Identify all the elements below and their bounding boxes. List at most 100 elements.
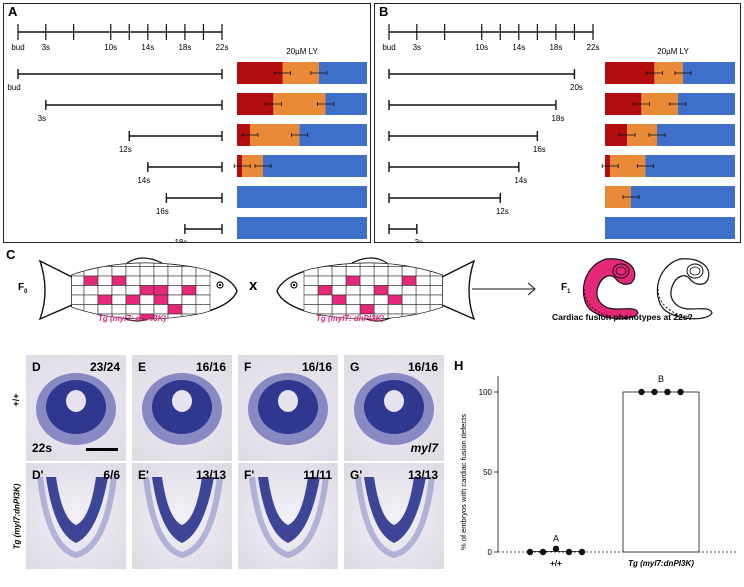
heart-defect-illustration (582, 258, 639, 320)
mosaic-cell (415, 294, 431, 305)
mosaic-cell (387, 275, 403, 286)
mosaic-cell (72, 275, 85, 286)
data-point (565, 548, 573, 556)
f1-label: F1 (561, 282, 570, 295)
treatment-label: 18s (174, 238, 187, 242)
stain-lumen (384, 390, 404, 412)
mosaic-cell (111, 304, 127, 315)
mosaic-cell (317, 275, 333, 286)
mosaic-cell (345, 266, 361, 277)
bar-group (622, 391, 700, 553)
panel-b-chart: bud 3s 10s 14s 18s 22s 20µM LY 20s 18s 16s 14s 12s 3… (382, 24, 735, 242)
stage-label: 22s (32, 441, 53, 455)
data-point (526, 548, 534, 556)
mosaic-cell-transgenic (97, 294, 113, 305)
mosaic-cell (83, 263, 99, 267)
treatment-label: 12s (119, 145, 132, 154)
timeline-tick-label: bud (382, 43, 395, 52)
mosaic-cell (139, 266, 155, 277)
mosaic-cell (181, 294, 197, 305)
embryo-stain-drawing (36, 373, 116, 445)
mosaic-cell-transgenic (331, 294, 347, 305)
bar-title: 20µM LY (657, 47, 689, 56)
stain-v-shape (364, 477, 426, 543)
mosaic-cell (317, 304, 333, 315)
timeline-tick-label: 18s (178, 43, 191, 52)
mosaic-cell (72, 285, 85, 296)
mosaic-cell (125, 266, 141, 277)
mosaic-cell (415, 285, 431, 296)
tile-count: 23/24 (89, 360, 120, 374)
treatment-label: 14s (137, 176, 150, 185)
mosaic-cell (167, 294, 183, 305)
mosaic-cell (72, 313, 85, 319)
heart-normal-illustration (656, 258, 713, 320)
mosaic-cell (153, 263, 169, 267)
embryo-stain-drawing (142, 373, 222, 445)
tile-label: F' (244, 468, 255, 482)
mosaic-cell (429, 275, 442, 286)
y-tick-label: 50 (483, 468, 492, 477)
y-tick-label: 100 (479, 388, 493, 397)
mosaic-cell (181, 304, 197, 315)
mosaic-cell-transgenic (83, 275, 99, 286)
x-category-label: +/+ (550, 559, 562, 568)
row-label-transgenic: Tg (myl7:dnPI3K) (13, 462, 22, 572)
row-label-transgenic-text: Tg (myl7:dnPI3K) (12, 483, 22, 550)
mosaic-cell (387, 313, 403, 319)
mosaic-cell (83, 285, 99, 296)
mosaic-cell (181, 275, 197, 286)
mosaic-cell (373, 266, 389, 277)
mosaic-cell-transgenic (139, 285, 155, 296)
tile-label: E' (138, 468, 149, 482)
tile-label: F (244, 360, 252, 374)
mosaic-cell (387, 266, 403, 277)
bar-segment-normal (237, 186, 367, 208)
tile-label: E (138, 360, 147, 374)
mosaic-cell (401, 285, 417, 296)
mosaic-cell-transgenic (153, 285, 169, 296)
treatment-label: 20s (570, 83, 583, 92)
treatment-label: 3s (415, 238, 423, 242)
data-point (539, 548, 547, 556)
bar-segment-normal (645, 155, 735, 177)
mosaic-cell (83, 294, 99, 305)
stain-lumen (278, 390, 298, 412)
data-point (578, 548, 586, 556)
mosaic-cell (429, 285, 442, 296)
stain-v-shape (258, 477, 320, 543)
bar-segment-normal (657, 124, 735, 146)
embryo-image-g: G 16/16 myl7 (344, 355, 444, 461)
mosaic-cell (167, 313, 183, 319)
y-axis-label: % of embryos with cardiac fusion defects (459, 414, 468, 550)
bar-segment-normal (605, 217, 735, 239)
bar-segment-normal (237, 217, 367, 239)
embryo-image-f-prime: F' 11/11 (238, 463, 338, 569)
embryo-image-d: D 23/24 22s (26, 355, 126, 461)
cross-symbol: x (249, 277, 258, 294)
panel-label-h: H (454, 358, 464, 373)
tile-label: G (350, 360, 360, 374)
mosaic-cell (97, 263, 113, 267)
data-point (677, 388, 684, 396)
data-point (664, 388, 671, 396)
mosaic-cell (167, 266, 183, 277)
mosaic-cell (429, 294, 442, 305)
bar-segment-normal (631, 186, 735, 208)
significance-letter: B (658, 374, 664, 384)
embryo-image-d-prime: D' 6/6 (26, 463, 126, 569)
embryo-image-e-prime: E' 13/13 (132, 463, 232, 569)
mosaic-cell (111, 266, 127, 277)
mosaic-cell (303, 275, 319, 286)
embryo-image-f: F 16/16 (238, 355, 338, 461)
mosaic-cell (317, 266, 333, 277)
embryo-image-g-prime: G' 13/13 (344, 463, 444, 569)
marker-label: myl7 (410, 441, 438, 455)
mosaic-cell (125, 275, 141, 286)
x-category-label: Tg (myl7:dnPI3K) (628, 559, 694, 568)
mosaic-cell (72, 263, 85, 267)
mosaic-cell (303, 294, 319, 305)
mosaic-cell (401, 263, 417, 267)
mosaic-cell (167, 285, 183, 296)
mosaic-cell (345, 285, 361, 296)
